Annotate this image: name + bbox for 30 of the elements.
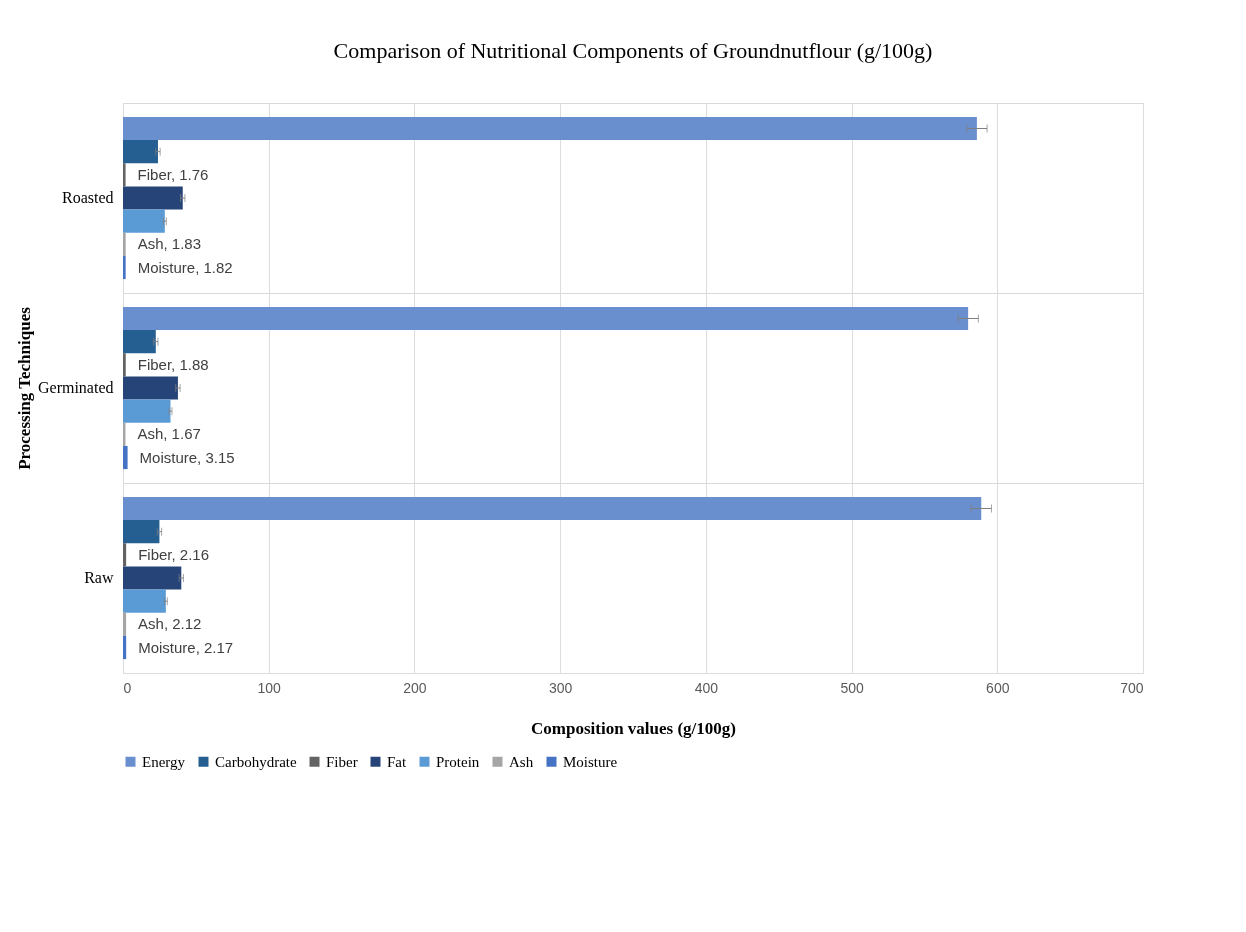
data-label: Ash, 1.83 xyxy=(137,235,202,253)
data-label: Ash, 2.12 xyxy=(138,615,202,633)
legend-label: Protein xyxy=(436,753,480,770)
x-tick-label: 200 xyxy=(403,679,427,696)
legend-label: Energy xyxy=(142,753,186,770)
y-axis-title: Processing Techniques xyxy=(14,306,34,470)
y-tick-label: Raw xyxy=(84,569,114,586)
x-tick-label: 400 xyxy=(694,679,719,696)
y-tick-label: Roasted xyxy=(61,189,114,206)
x-tick-label: 0 xyxy=(123,679,132,696)
data-label: Moisture, 2.17 xyxy=(138,638,234,656)
x-tick-label: 500 xyxy=(840,679,864,696)
legend-label: Fiber xyxy=(326,753,358,770)
x-tick-label: 600 xyxy=(986,679,1010,696)
data-label: Fiber, 1.88 xyxy=(137,355,209,373)
data-label: Fiber, 1.76 xyxy=(137,165,209,183)
legend-label: Fat xyxy=(387,753,407,770)
x-tick-label: 300 xyxy=(548,679,573,696)
data-label: Ash, 1.67 xyxy=(137,425,201,443)
data-label: Moisture, 1.82 xyxy=(137,258,233,276)
x-tick-label: 700 xyxy=(1120,679,1144,696)
data-label: Fiber, 2.16 xyxy=(138,545,210,563)
chart-title: Comparison of Nutritional Components of Groundnutflour (g/100g) xyxy=(333,38,933,63)
legend-label: Moisture xyxy=(563,753,618,770)
x-tick-label: 100 xyxy=(257,679,282,696)
legend-label: Ash xyxy=(509,753,534,770)
x-axis-title: Composition values (g/100g) xyxy=(531,718,736,738)
y-tick-label: Germinated xyxy=(37,379,114,396)
data-label: Moisture, 3.15 xyxy=(139,448,235,466)
legend-label: Carbohydrate xyxy=(215,753,297,770)
